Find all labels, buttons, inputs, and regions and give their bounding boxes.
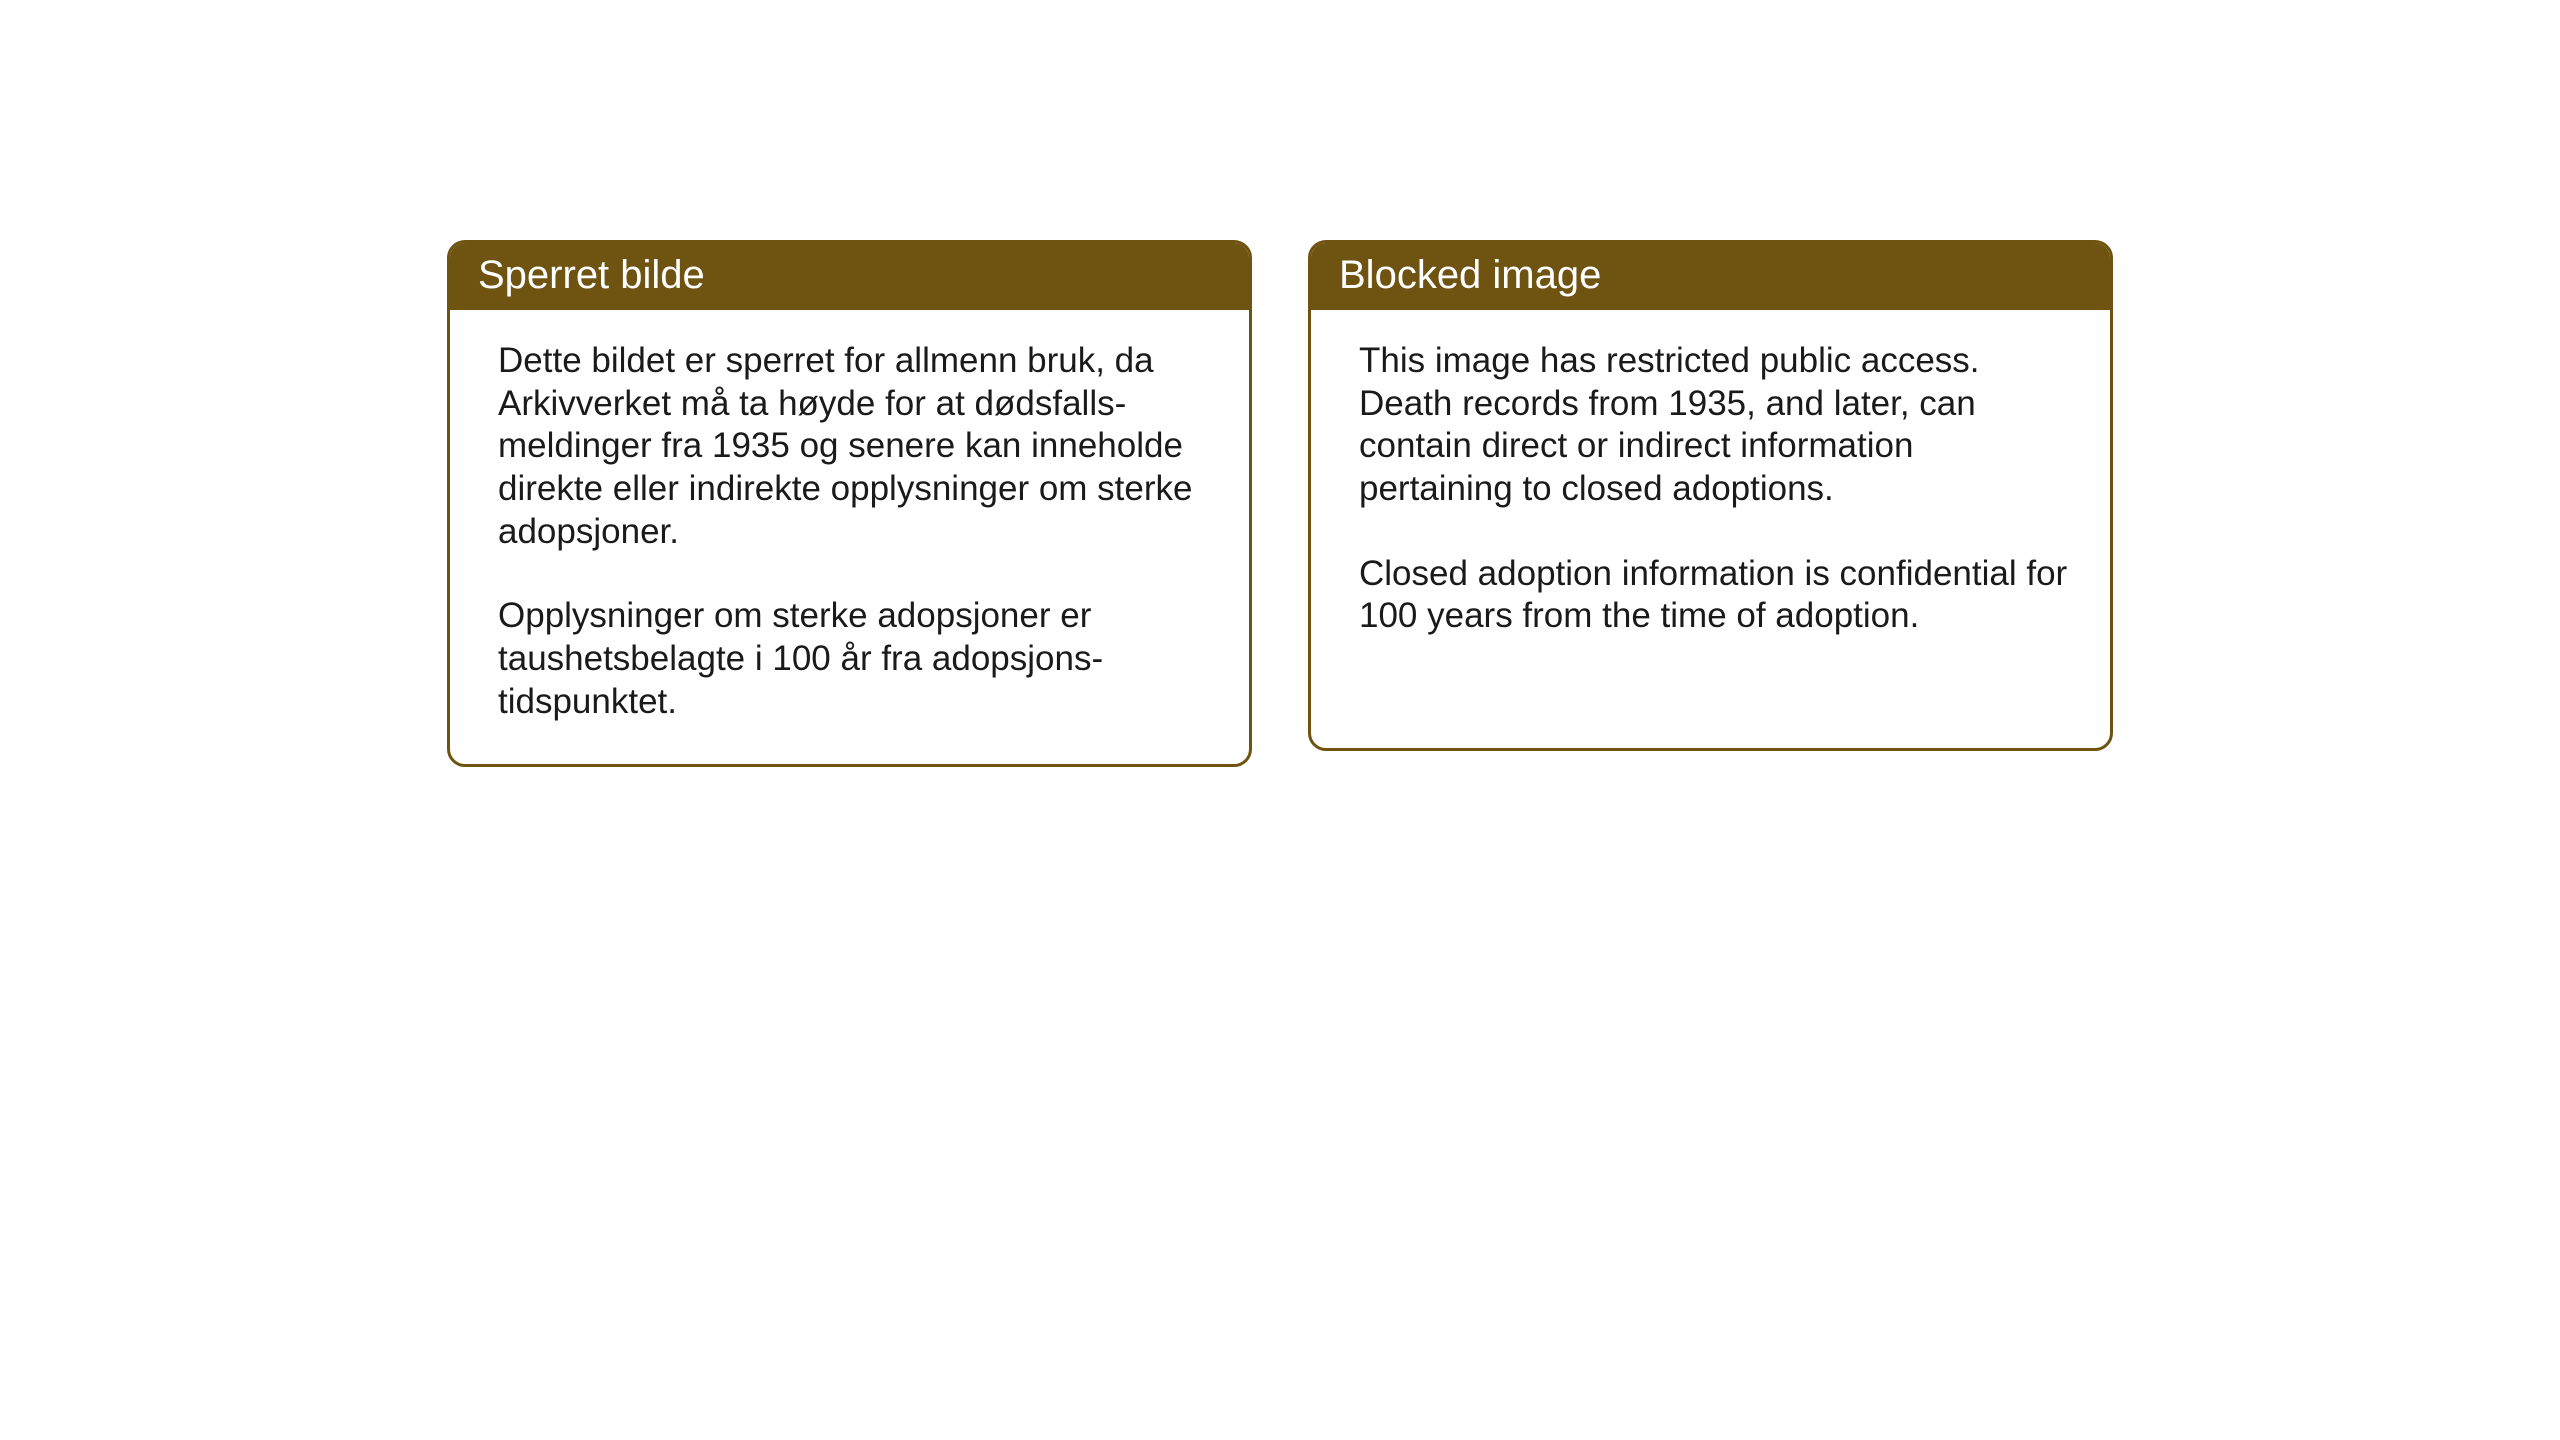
card-title-norwegian: Sperret bilde: [478, 253, 705, 297]
notice-card-english: Blocked image This image has restricted …: [1308, 240, 2113, 751]
card-title-english: Blocked image: [1339, 253, 1601, 297]
card-paragraph-1-english: This image has restricted public access.…: [1359, 340, 2070, 511]
card-paragraph-1-norwegian: Dette bildet er sperret for allmenn bruk…: [498, 340, 1209, 553]
card-body-norwegian: Dette bildet er sperret for allmenn bruk…: [450, 310, 1249, 764]
card-paragraph-2-norwegian: Opplysninger om sterke adopsjoner er tau…: [498, 595, 1209, 723]
notice-container: Sperret bilde Dette bildet er sperret fo…: [447, 240, 2113, 767]
card-header-norwegian: Sperret bilde: [450, 243, 1249, 310]
card-header-english: Blocked image: [1311, 243, 2110, 310]
notice-card-norwegian: Sperret bilde Dette bildet er sperret fo…: [447, 240, 1252, 767]
card-body-english: This image has restricted public access.…: [1311, 310, 2110, 678]
card-paragraph-2-english: Closed adoption information is confident…: [1359, 553, 2070, 638]
